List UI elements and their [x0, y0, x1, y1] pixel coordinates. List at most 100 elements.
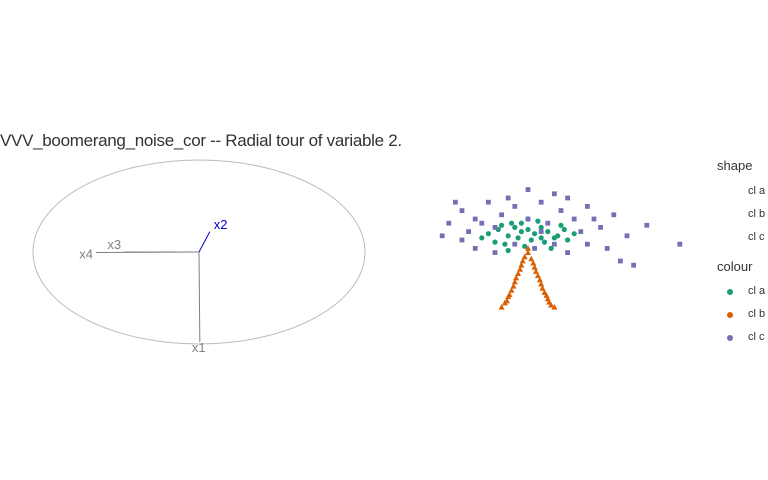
- point-cl-b-8: [538, 280, 545, 287]
- axis-label-x4: x4: [79, 246, 93, 261]
- point-cl-b-4: [531, 264, 538, 270]
- point-cl-b-15: [525, 249, 531, 255]
- point-cl-c-0: [446, 220, 452, 226]
- point-cl-c-9: [538, 199, 544, 205]
- chart-title: VVV_boomerang_noise_cor -- Radial tour o…: [0, 131, 402, 150]
- point-cl-c-34: [591, 216, 597, 222]
- point-cl-c-2: [466, 229, 471, 234]
- point-cl-c-28: [459, 237, 465, 243]
- point-cl-b-16: [519, 257, 526, 264]
- point-cl-a-29: [505, 247, 511, 254]
- point-cl-c-12: [571, 216, 577, 222]
- point-cl-b-14: [548, 301, 555, 308]
- point-cl-b-17: [530, 259, 537, 266]
- point-cl-b-6: [534, 272, 541, 279]
- point-cl-c-4: [486, 199, 491, 205]
- point-cl-c-20: [604, 246, 610, 251]
- legend-key-cl-c: [727, 335, 733, 341]
- point-cl-a-25: [479, 235, 485, 241]
- point-cl-a-12: [502, 241, 508, 247]
- point-cl-c-39: [538, 229, 544, 234]
- legend-colour-label-c: cl c: [748, 331, 765, 343]
- point-cl-a-13: [515, 235, 521, 241]
- legend-shape-label-a: cl a: [748, 185, 766, 197]
- point-cl-c-35: [479, 220, 485, 226]
- point-cl-b-26: [503, 297, 510, 304]
- axis-vector-x2: [198, 231, 211, 253]
- point-cl-a-16: [551, 235, 558, 241]
- point-cl-c-5: [492, 225, 498, 230]
- point-cl-b-20: [513, 274, 520, 281]
- point-cl-c-30: [525, 187, 531, 192]
- point-cl-b-23: [539, 285, 546, 291]
- point-cl-c-1: [459, 208, 465, 213]
- point-cl-c-38: [453, 199, 458, 205]
- point-cl-b-0: [525, 245, 531, 251]
- legend-shape-label-b: cl b: [748, 208, 766, 220]
- scatter-panel: [439, 187, 683, 310]
- point-cl-a-0: [485, 231, 491, 237]
- point-cl-c-6: [499, 212, 504, 218]
- point-cl-c-8: [525, 216, 531, 222]
- point-cl-c-21: [585, 241, 590, 247]
- point-cl-b-2: [528, 255, 535, 262]
- point-cl-a-17: [565, 237, 571, 243]
- point-cl-a-2: [505, 233, 511, 239]
- point-cl-b-28: [498, 304, 505, 310]
- point-cl-c-11: [558, 208, 564, 213]
- point-cl-a-10: [561, 226, 567, 233]
- point-cl-c-36: [565, 195, 570, 201]
- point-cl-b-18: [517, 266, 524, 272]
- point-cl-c-18: [677, 241, 683, 247]
- point-cl-a-20: [522, 243, 528, 249]
- point-cl-a-4: [518, 229, 525, 235]
- axis-label-x2: x2: [214, 217, 228, 232]
- point-cl-c-13: [585, 204, 590, 209]
- point-cl-c-14: [598, 225, 603, 230]
- point-cl-c-27: [472, 246, 478, 251]
- point-cl-a-3: [512, 224, 518, 230]
- point-cl-a-11: [492, 239, 498, 245]
- point-cl-b-5: [515, 270, 522, 276]
- point-cl-c-15: [611, 212, 617, 218]
- point-cl-b-3: [518, 262, 525, 268]
- point-cl-a-21: [548, 245, 554, 251]
- point-cl-a-28: [538, 235, 544, 241]
- legend-shape-label-c: cl c: [748, 231, 765, 243]
- point-cl-a-27: [518, 220, 525, 226]
- point-cl-c-25: [512, 241, 518, 247]
- point-cl-a-5: [525, 226, 531, 233]
- point-cl-c-31: [505, 195, 511, 201]
- biplot-panel: x1 x2 x3 x4: [32, 159, 366, 355]
- point-cl-a-6: [532, 231, 538, 237]
- point-cl-c-32: [552, 191, 557, 197]
- point-cl-a-18: [508, 220, 515, 226]
- legend-key-cl-a: [727, 289, 733, 295]
- axis-label-x3: x3: [107, 237, 121, 252]
- point-cl-c-26: [492, 250, 498, 255]
- point-cl-c-7: [512, 204, 518, 209]
- point-cl-c-3: [472, 216, 478, 222]
- axis-vector-x1: [198, 251, 201, 343]
- legend-colour-title: colour: [717, 259, 753, 274]
- point-cl-c-10: [545, 220, 551, 226]
- point-cl-b-7: [511, 278, 518, 285]
- point-cl-b-22: [510, 283, 517, 289]
- point-cl-c-33: [578, 229, 584, 234]
- point-cl-c-24: [532, 246, 537, 251]
- point-cl-b-9: [508, 287, 515, 293]
- point-cl-a-22: [499, 222, 505, 228]
- axis-label-x1: x1: [192, 340, 206, 355]
- point-cl-a-23: [558, 222, 564, 228]
- point-cl-a-24: [571, 231, 577, 237]
- point-cl-b-21: [536, 276, 543, 283]
- point-cl-c-17: [644, 222, 650, 228]
- point-cl-c-23: [552, 241, 557, 247]
- legend-colour-label-a: cl a: [748, 285, 766, 297]
- point-cl-c-29: [439, 233, 445, 239]
- point-cl-b-27: [546, 298, 553, 305]
- legend-colour-label-b: cl b: [748, 308, 766, 320]
- point-cl-a-14: [528, 237, 534, 243]
- legend-shape-title: shape: [717, 158, 753, 173]
